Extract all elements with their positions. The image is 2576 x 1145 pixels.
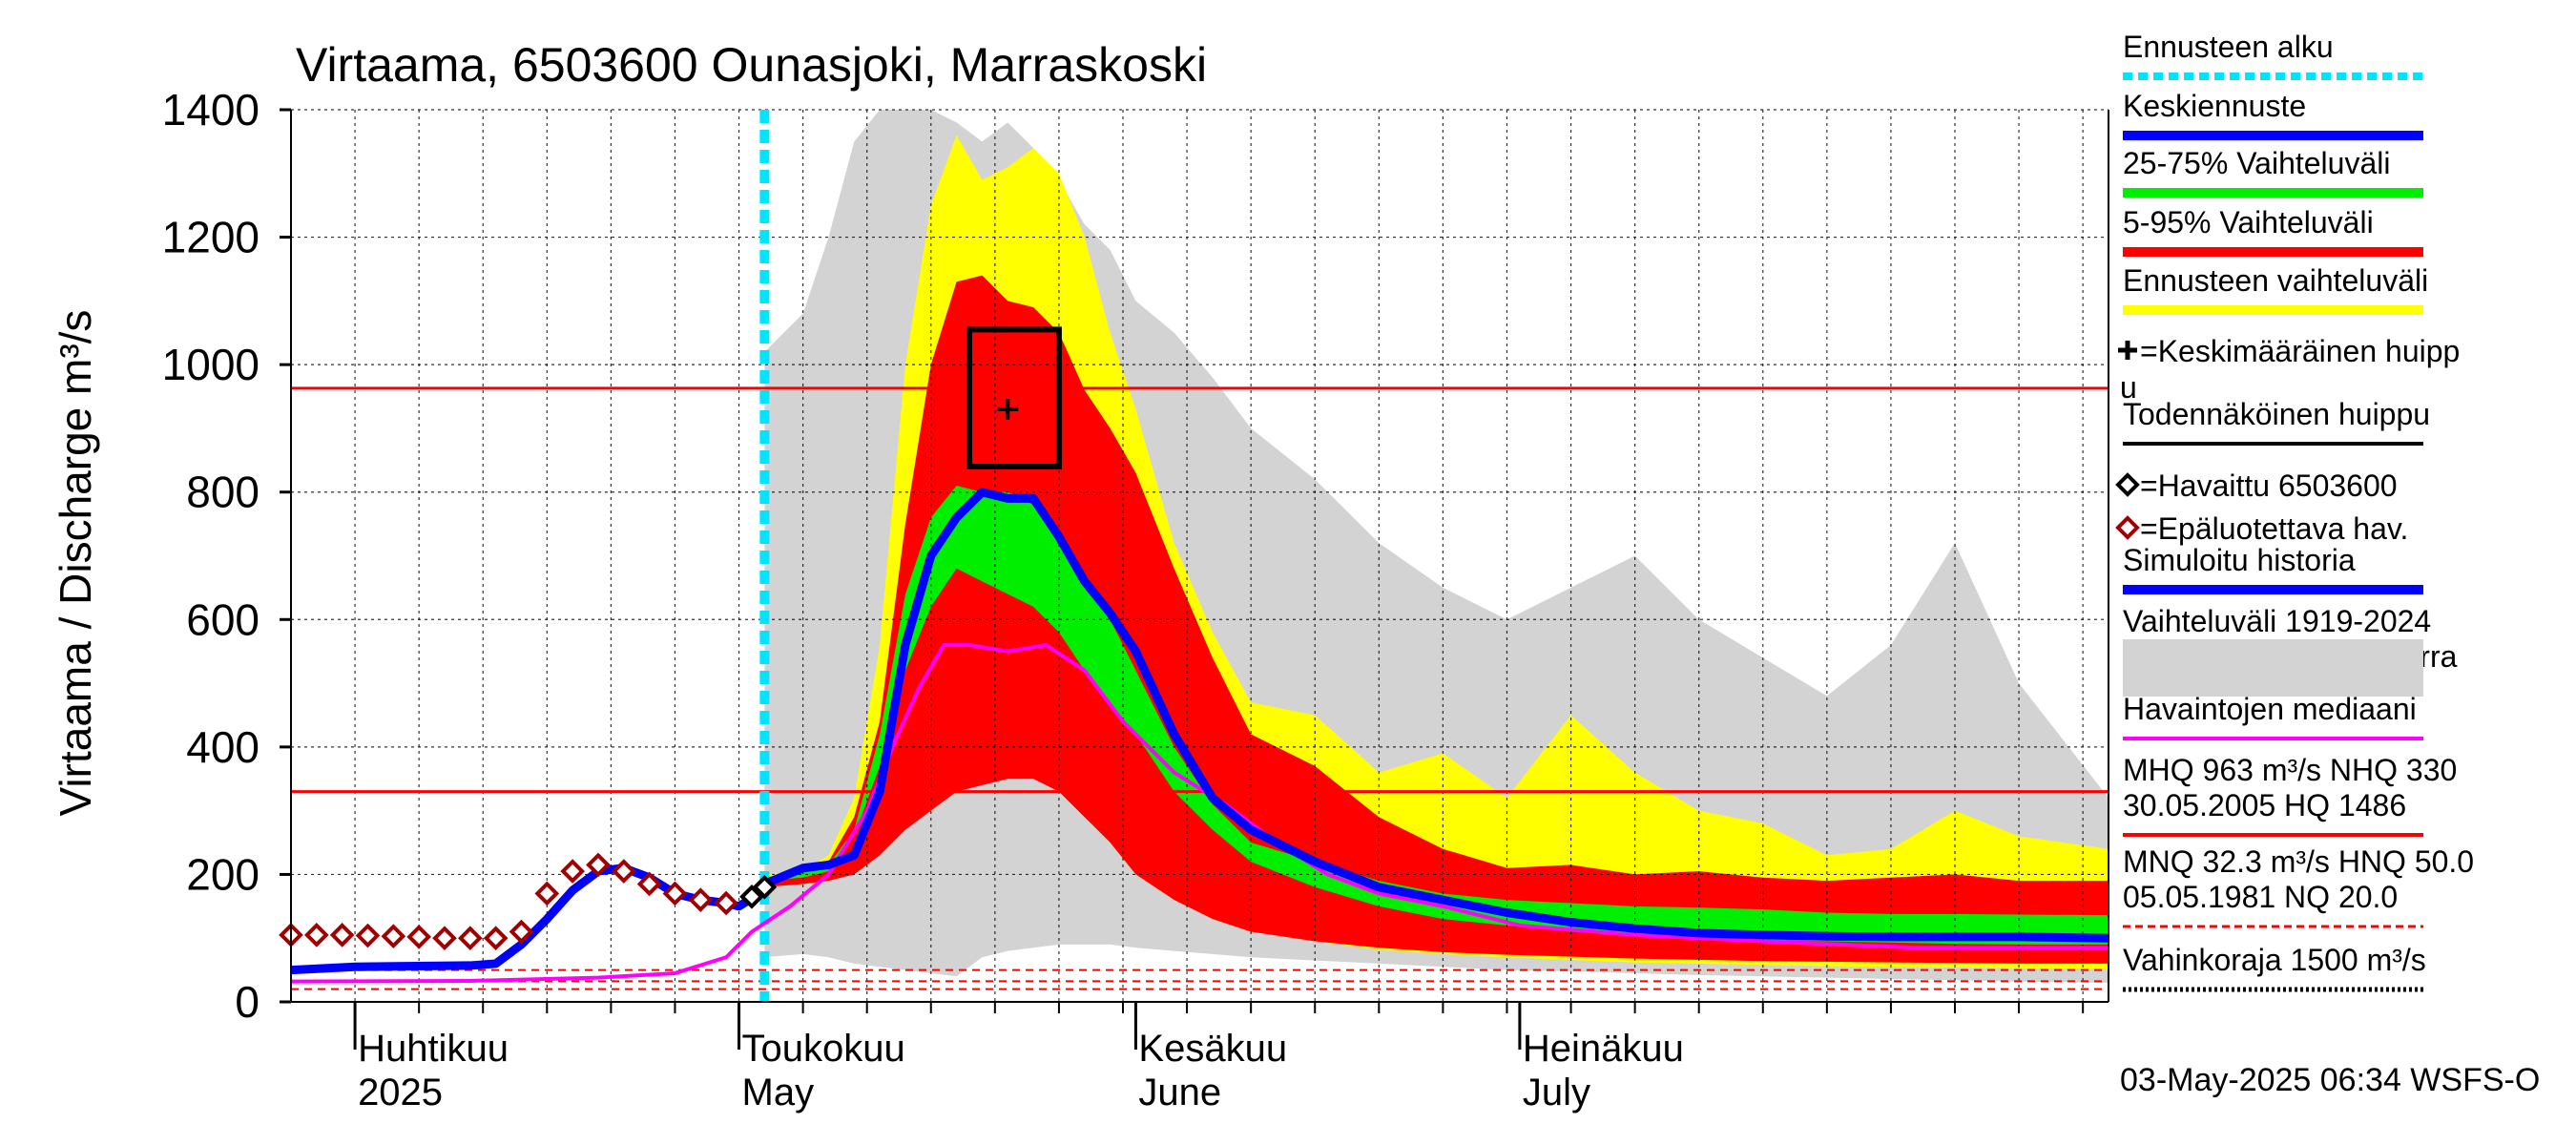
legend-label: MHQ 963 m³/s NHQ 330 — [2123, 753, 2457, 787]
unreliable-obs-point — [381, 924, 406, 949]
month-label-en: 2025 — [358, 1072, 443, 1114]
unreliable-obs-point — [560, 859, 585, 884]
legend-swatch — [2123, 639, 2423, 697]
unreliable-obs-point — [611, 859, 636, 884]
legend-item: Havaintojen mediaani — [2123, 692, 2423, 740]
month-label-fi: Toukokuu — [742, 1028, 905, 1070]
legend-label: 05.05.1981 NQ 20.0 — [2123, 880, 2398, 914]
month-label-en: June — [1138, 1072, 1221, 1114]
legend-item: Simuloitu historia — [2123, 543, 2423, 594]
legend-label: =Havaittu 6503600 — [2140, 468, 2398, 503]
legend-label: 5-95% Vaihteluväli — [2123, 205, 2374, 239]
observed-point — [752, 874, 778, 900]
unreliable-obs-point — [329, 923, 355, 947]
legend-item: =Keskimääräinen huippu — [2118, 334, 2460, 405]
legend-label: Ennusteen vaihteluväli — [2123, 263, 2428, 298]
legend-item: 5-95% Vaihteluväli — [2123, 205, 2423, 257]
y-tick-label: 400 — [186, 722, 260, 772]
legend-label: Simuloitu historia — [2123, 543, 2356, 577]
unreliable-obs-point — [662, 881, 688, 906]
y-tick-label: 0 — [235, 977, 260, 1027]
y-axis-label: Virtaama / Discharge m³/s — [51, 310, 100, 817]
legend-label: u — [2120, 370, 2137, 405]
legend-label: Todennäköinen huippu — [2123, 397, 2430, 431]
month-label-fi: Kesäkuu — [1138, 1028, 1287, 1070]
observed-point — [739, 884, 764, 909]
legend-item: =Havaittu 6503600 — [2115, 468, 2398, 503]
unreliable-obs-point — [304, 923, 329, 947]
legend-item: =Epäluotettava hav. — [2115, 511, 2408, 546]
y-tick-label: 200 — [186, 849, 260, 899]
unreliable-obs-point — [457, 926, 483, 951]
unreliable-obs-point — [406, 925, 431, 949]
median-line — [291, 643, 2109, 984]
legend-item: Ennusteen vaihteluväli — [2123, 263, 2428, 315]
legend-item: Havaintoasema 65marraVaihteluväli 1919-2… — [2123, 604, 2458, 697]
mean-forecast-line — [762, 488, 2109, 943]
simulated-history-line — [291, 864, 767, 975]
unreliable-obs-point — [636, 871, 662, 897]
legend-label: Ennusteen alku — [2123, 30, 2334, 64]
chart-title: Virtaama, 6503600 Ounasjoki, Marraskoski — [296, 38, 1207, 92]
legend-label: Vaihteluväli 1919-2024 — [2123, 604, 2431, 638]
legend-item: MNQ 32.3 m³/s HNQ 50.005.05.1981 NQ 20.0 — [2123, 844, 2474, 928]
legend-label: Keskiennuste — [2123, 89, 2306, 123]
y-tick-label: 1200 — [162, 213, 260, 262]
legend-label: 25-75% Vaihteluväli — [2123, 146, 2390, 180]
unreliable-obs-point — [432, 926, 457, 951]
unreliable-obs-point — [688, 887, 714, 912]
legend-diamond-icon — [2115, 472, 2140, 497]
probable-peak-box — [966, 326, 1062, 469]
legend-label: 30.05.2005 HQ 1486 — [2123, 788, 2406, 822]
unreliable-obs-point — [534, 881, 560, 906]
legend-label: Havaintojen mediaani — [2123, 692, 2417, 726]
unreliable-obs-point — [355, 923, 381, 948]
legend-label: =Epäluotettava hav. — [2140, 511, 2408, 546]
y-tick-label: 1000 — [162, 340, 260, 389]
month-label-en: May — [742, 1072, 815, 1114]
legend-diamond-icon — [2115, 515, 2140, 540]
y-tick-label: 600 — [186, 594, 260, 644]
unreliable-obs-point — [586, 852, 611, 878]
legend-label: Vahinkoraja 1500 m³/s — [2123, 943, 2426, 977]
unreliable-obs-point — [509, 919, 534, 945]
month-label-fi: Huhtikuu — [358, 1028, 509, 1070]
legend-item: Todennäköinen huippu — [2123, 397, 2430, 446]
legend-label: MNQ 32.3 m³/s HNQ 50.0 — [2123, 844, 2474, 879]
legend-label: =Keskimääräinen huipp — [2140, 334, 2460, 368]
legend-item: Ennusteen alku — [2123, 30, 2423, 80]
month-label-en: July — [1523, 1072, 1590, 1114]
y-tick-label: 800 — [186, 468, 260, 517]
legend-item: 25-75% Vaihteluväli — [2123, 146, 2423, 198]
legend-item: Vahinkoraja 1500 m³/s — [2123, 943, 2426, 992]
unreliable-obs-point — [483, 926, 509, 951]
legend-item: Keskiennuste — [2123, 89, 2423, 140]
y-tick-label: 1400 — [162, 85, 260, 135]
month-label-fi: Heinäkuu — [1523, 1028, 1684, 1070]
footer-timestamp: 03-May-2025 06:34 WSFS-O — [2120, 1062, 2540, 1098]
unreliable-obs-point — [714, 890, 738, 916]
